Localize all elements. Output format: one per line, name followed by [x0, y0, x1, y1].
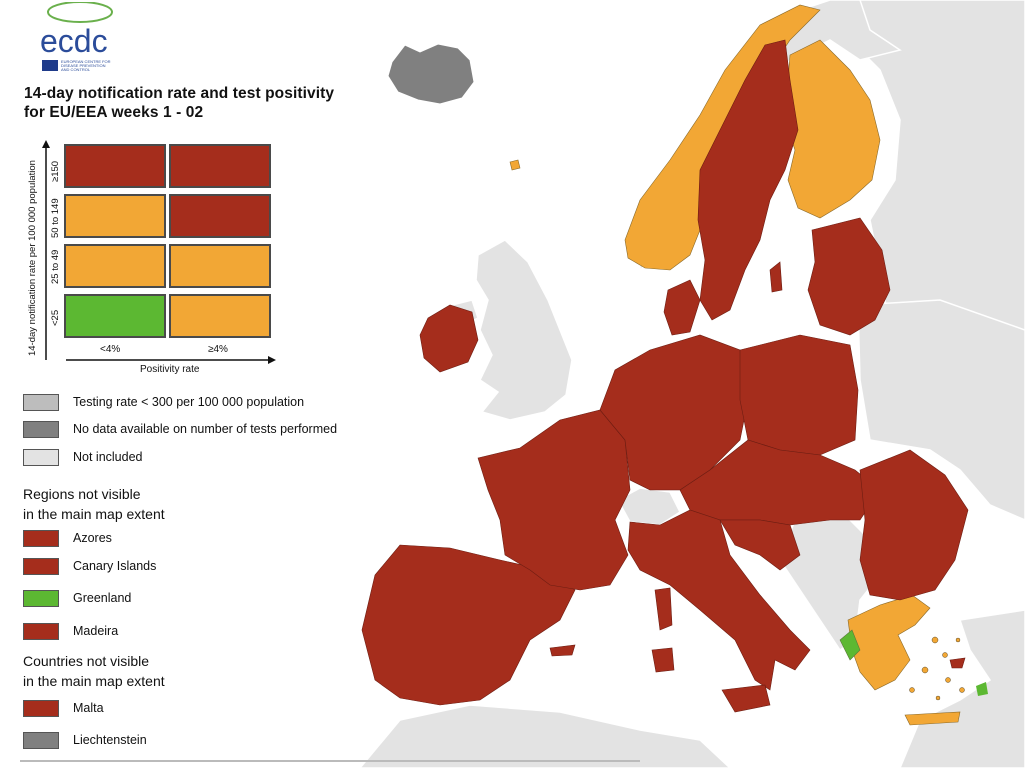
benelux-germany: [599, 334, 749, 491]
matrix-row-label: ≥150: [50, 160, 61, 182]
region-label: Greenland: [73, 591, 132, 605]
legend-swatch: [23, 420, 59, 438]
matrix-cell-r2-c0: [64, 244, 166, 288]
poland: [739, 334, 859, 456]
matrix-row-label: 50 to 149: [50, 198, 61, 238]
greece: [847, 594, 931, 691]
baltics: [807, 217, 891, 336]
country-label: Liechtenstein: [73, 733, 147, 747]
logo-acronym: ecdc: [40, 23, 108, 59]
map-title: 14-day notification rate and test positi…: [24, 84, 384, 122]
legend-label: Not included: [73, 450, 143, 464]
region-item: Azores: [23, 528, 112, 548]
legend-panel: ecdc EUROPEAN CENTRE FOR DISEASE PREVENT…: [0, 0, 390, 768]
country-label: Malta: [73, 701, 104, 715]
legend-swatch: [23, 448, 59, 466]
country-item: Liechtenstein: [23, 730, 147, 750]
matrix-col-label: ≥4%: [208, 344, 228, 355]
matrix-cell-r1-c1: [169, 194, 271, 238]
sardinia: [654, 587, 673, 631]
sicily: [721, 684, 771, 713]
matrix-x-axis-title: Positivity rate: [140, 364, 200, 375]
y-axis-arrow: [42, 140, 50, 360]
legend-label: Testing rate < 300 per 100 000 populatio…: [73, 395, 305, 409]
legend-item: Not included: [23, 447, 143, 467]
finland: [784, 39, 881, 219]
italy: [627, 509, 811, 691]
legend-swatch: [23, 731, 59, 749]
ecdc-logo: ecdc EUROPEAN CENTRE FOR DISEASE PREVENT…: [40, 2, 113, 72]
countries-heading: Countries not visible in the main map ex…: [23, 653, 165, 689]
faroe: [509, 159, 521, 171]
matrix-cell-r0-c0: [64, 144, 166, 188]
matrix-cell-r3-c0: [64, 294, 166, 338]
aegean-islands: [909, 636, 965, 701]
crete: [904, 711, 961, 726]
gotland: [769, 261, 783, 293]
legend-label: No data available on number of tests per…: [73, 422, 338, 436]
matrix-cell-r1-c0: [64, 194, 166, 238]
footer-rule: [20, 760, 640, 762]
title-line-2: for EU/EEA weeks 1 - 02: [24, 104, 204, 121]
corsica: [651, 647, 675, 673]
matrix-col-label: <4%: [100, 344, 121, 355]
matrix-y-axis-title: 14-day notification rate per 100 000 pop…: [27, 160, 38, 356]
region-label: Azores: [73, 531, 112, 545]
matrix-cell-r0-c1: [169, 144, 271, 188]
iberia: [361, 544, 576, 706]
matrix-row-label: <25: [50, 309, 61, 326]
not-included-land: [359, 0, 1025, 768]
belarus-ukraine: [857, 299, 1025, 521]
legend-swatch: [23, 529, 59, 547]
balearics: [549, 644, 576, 657]
x-axis-arrow: [66, 356, 276, 364]
region-label: Canary Islands: [73, 559, 157, 573]
title-line-1: 14-day notification rate and test positi…: [24, 85, 335, 102]
sweden: [697, 39, 799, 321]
aegean-island-green: [976, 682, 988, 696]
iceland: [387, 43, 475, 105]
denmark: [663, 279, 701, 336]
region-label: Madeira: [73, 624, 119, 638]
romania-bulgaria: [859, 449, 969, 601]
legend-swatch: [23, 622, 59, 640]
legend-item: Testing rate < 300 per 100 000 populatio…: [23, 392, 304, 412]
legend-item: No data available on number of tests per…: [23, 419, 337, 439]
cyprus-area: [949, 657, 966, 669]
region-item: Greenland: [23, 588, 131, 608]
croatia-slovenia: [719, 519, 801, 571]
region-item: Canary Islands: [23, 556, 156, 576]
country-item: Malta: [23, 698, 104, 718]
svg-text:EUROPEAN CENTRE FOR: EUROPEAN CENTRE FOR: [61, 59, 111, 64]
svg-text:DISEASE PREVENTION: DISEASE PREVENTION: [61, 63, 106, 68]
north-africa: [359, 704, 732, 768]
svg-text:AND CONTROL: AND CONTROL: [61, 67, 91, 72]
region-item: Madeira: [23, 621, 118, 641]
legend-swatch: [23, 557, 59, 575]
great-britain: [475, 239, 573, 421]
regions-heading: Regions not visible in the main map exte…: [23, 486, 165, 522]
legend-swatch: [23, 699, 59, 717]
matrix-row-label: 25 to 49: [50, 249, 61, 284]
ireland: [419, 304, 479, 373]
legend-swatch: [23, 393, 59, 411]
dark-red-countries: [361, 39, 969, 713]
france: [477, 409, 631, 591]
legend-swatch: [23, 589, 59, 607]
albania: [839, 629, 861, 661]
matrix-cell-r2-c1: [169, 244, 271, 288]
matrix-cell-r3-c1: [169, 294, 271, 338]
